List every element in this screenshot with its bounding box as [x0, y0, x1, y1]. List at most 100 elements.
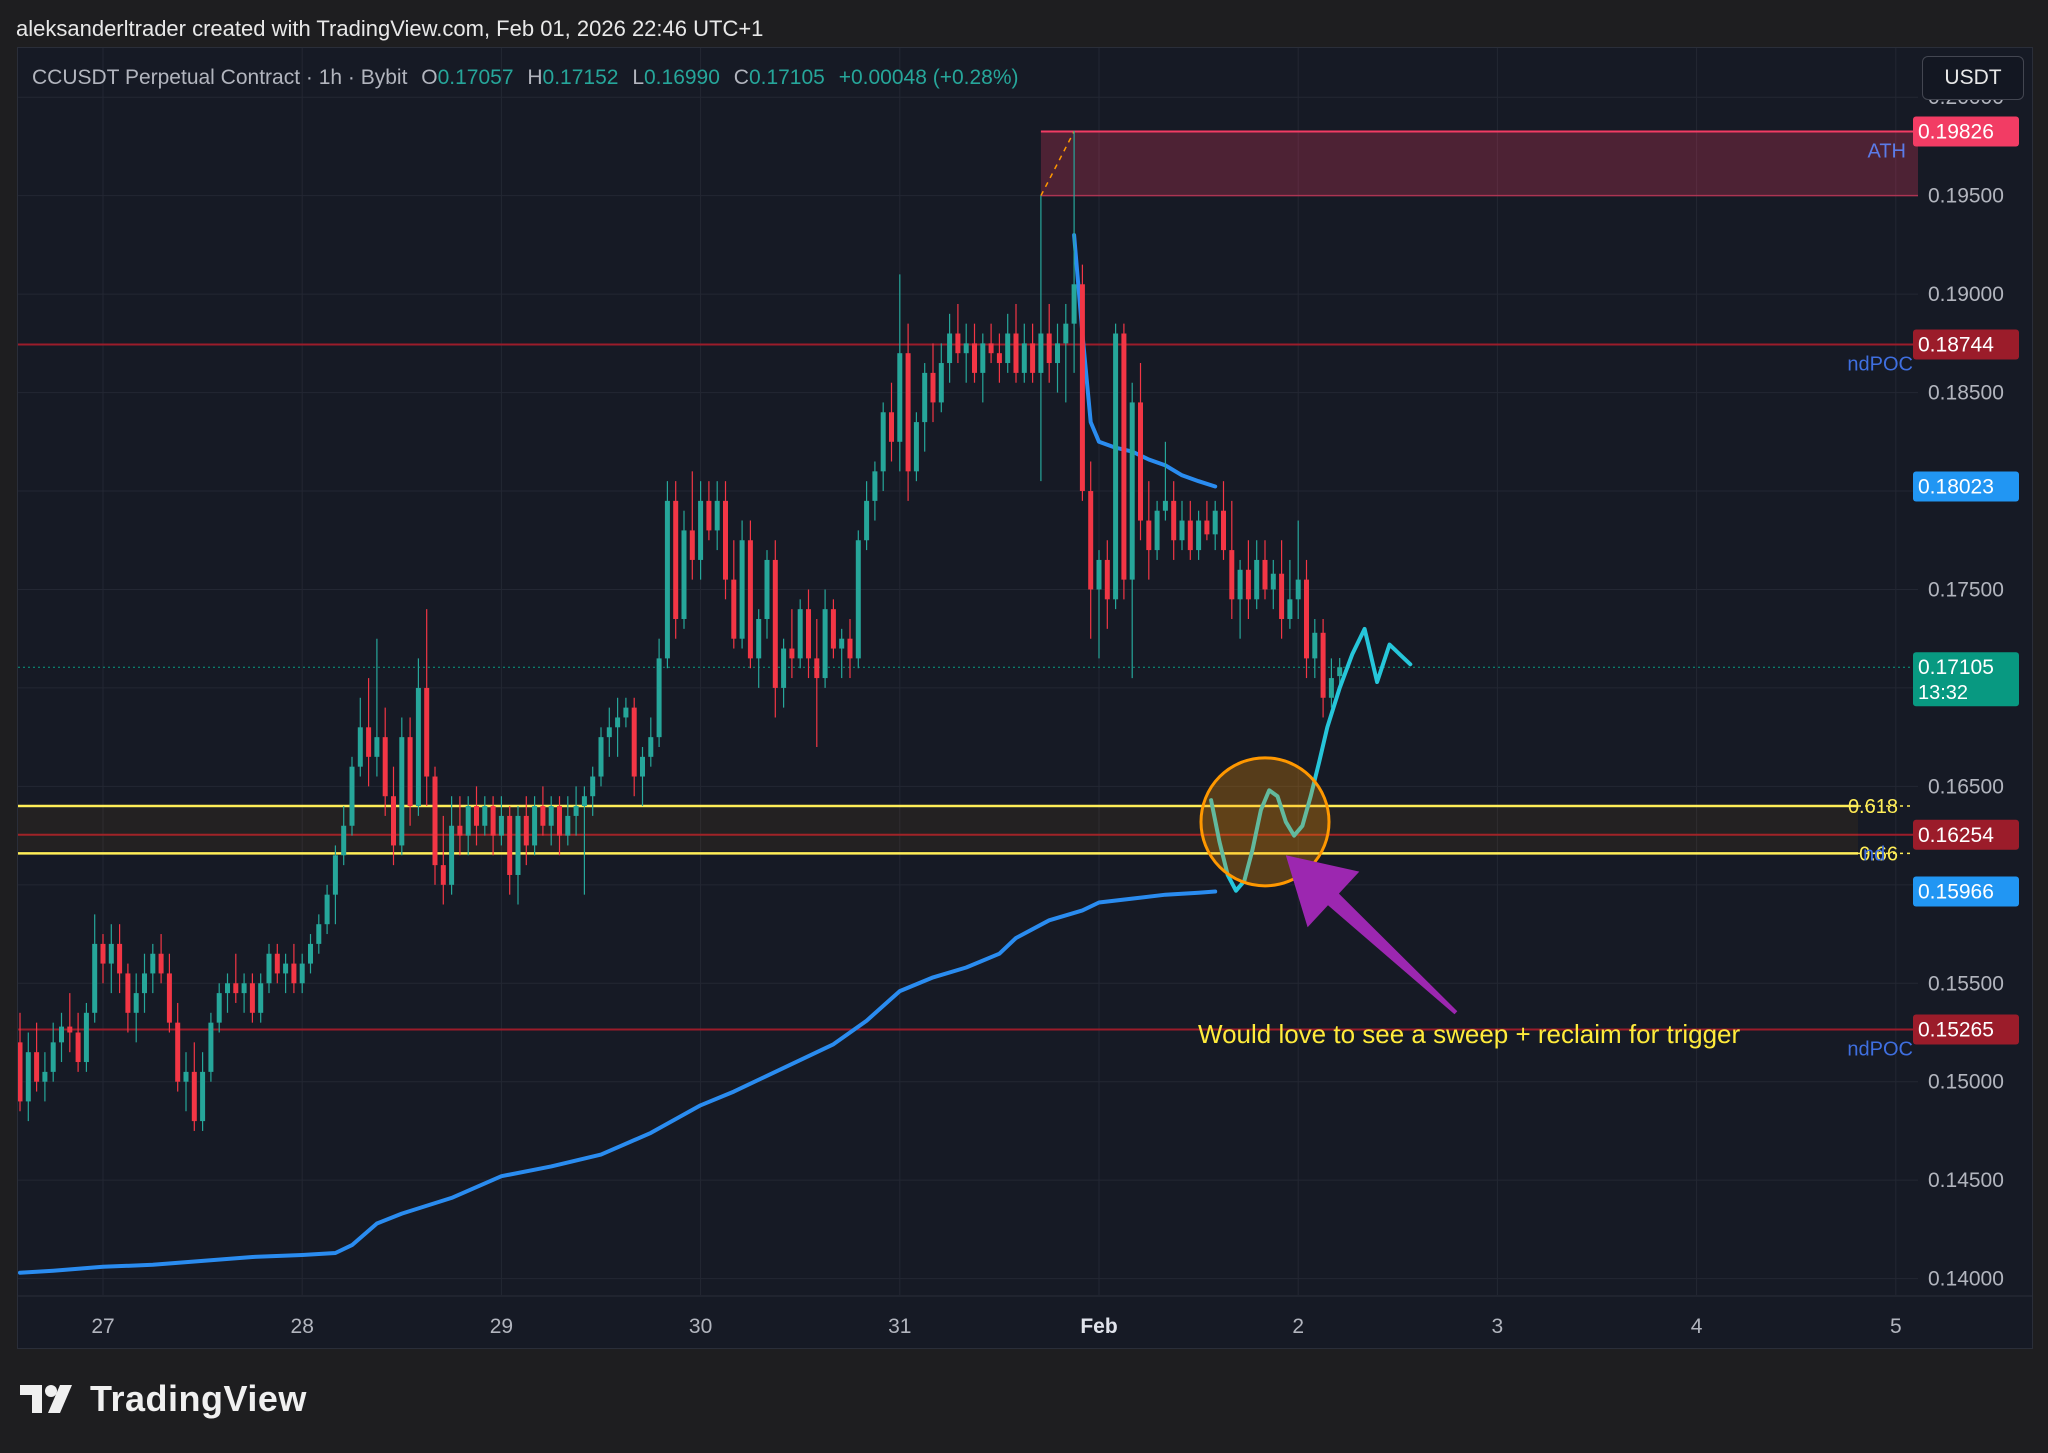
ath-label: ATH: [1867, 140, 1906, 162]
candlestick-chart[interactable]: 0.140000.145000.150000.155000.160000.165…: [18, 48, 2032, 1348]
candle-body: [1129, 402, 1135, 580]
open-label: O: [421, 66, 438, 89]
candle-body: [266, 953, 272, 984]
candle-body: [274, 953, 280, 974]
candle-body: [482, 806, 488, 826]
candle-body: [972, 343, 977, 373]
candle-body: [913, 422, 919, 472]
candle-body: [366, 727, 372, 757]
candle-body: [739, 540, 745, 639]
candle-body: [830, 609, 836, 649]
candle-body: [1196, 520, 1202, 551]
candle-body: [922, 372, 928, 423]
candle-body: [1154, 510, 1160, 551]
candle-body: [681, 530, 687, 620]
candle-body: [316, 924, 322, 944]
ath-zone: [1040, 131, 1918, 196]
candle-body: [1030, 343, 1036, 373]
x-tick-label: 5: [1890, 1315, 1902, 1338]
x-tick-label: 31: [888, 1315, 911, 1338]
tradingview-logo-icon: [20, 1385, 72, 1413]
close-label: C: [733, 66, 749, 89]
candle-body: [175, 1022, 181, 1082]
candle-body: [897, 353, 903, 442]
candle-body: [191, 1071, 197, 1122]
candle-body: [839, 638, 845, 649]
price-tag-bg: [1913, 876, 2019, 907]
candle-body: [349, 766, 355, 826]
candle-body: [457, 825, 463, 836]
currency-button[interactable]: USDT: [1922, 56, 2024, 100]
candle-body: [698, 500, 704, 560]
price-tag-bg: [1913, 471, 2019, 502]
candle-body: [449, 825, 455, 885]
candle-body: [407, 737, 413, 807]
candle-body: [980, 343, 986, 373]
brand-name: TradingView: [90, 1378, 307, 1419]
candle-body: [399, 737, 405, 846]
candle-body: [615, 717, 621, 728]
candle-body: [598, 737, 604, 777]
annotation-text: Would love to see a sweep + reclaim for …: [1198, 1019, 1741, 1049]
x-tick-label: 30: [689, 1315, 712, 1338]
y-tick-label: 0.15500: [1928, 972, 2004, 995]
candle-body: [664, 500, 670, 659]
candle-body: [59, 1026, 64, 1043]
candle-body: [1063, 323, 1069, 344]
y-tick-label: 0.16500: [1928, 775, 2004, 798]
candle-body: [50, 1042, 56, 1072]
candle-body: [1096, 559, 1102, 590]
candle-body: [1055, 343, 1060, 364]
candle-body: [747, 540, 753, 659]
price-tag: 0.19826: [1918, 120, 1994, 143]
candle-body: [183, 1071, 189, 1082]
candle-body: [1121, 333, 1127, 580]
price-tag-bg: [1913, 116, 2019, 147]
candle-body: [498, 815, 504, 836]
low-value: 0.16990: [644, 66, 720, 89]
candle-body: [706, 500, 712, 531]
fib-level-label: 0.66: [1859, 843, 1898, 865]
candle-body: [299, 963, 305, 984]
candle-body: [233, 983, 239, 994]
candle-body: [1204, 520, 1210, 535]
candle-body: [930, 372, 936, 403]
candle-body: [1304, 579, 1309, 659]
x-tick-label: 2: [1292, 1315, 1304, 1338]
candle-body: [166, 973, 172, 1023]
high-value: 0.17152: [542, 66, 619, 89]
candle-body: [1237, 569, 1243, 600]
high-label: H: [527, 66, 543, 89]
x-tick-label: 29: [490, 1315, 513, 1338]
candle-body: [142, 973, 147, 994]
candle-body: [308, 943, 313, 964]
candle-body: [108, 943, 114, 964]
candle-body: [631, 707, 637, 777]
candle-body: [1038, 333, 1044, 373]
candle-body: [1113, 333, 1119, 600]
candle-body: [83, 1012, 89, 1063]
tradingview-branding[interactable]: TradingView: [20, 1378, 307, 1420]
candle-body: [1162, 500, 1168, 511]
chart-panel[interactable]: 0.140000.145000.150000.155000.160000.165…: [17, 47, 2033, 1349]
candle-body: [781, 648, 787, 688]
y-tick-label: 0.17500: [1928, 578, 2004, 601]
candle-body: [905, 353, 911, 472]
candle-body: [673, 500, 679, 620]
candle-body: [1079, 284, 1085, 492]
candle-body: [1262, 559, 1268, 590]
candle-body: [963, 343, 969, 354]
candle-body: [880, 412, 886, 472]
candle-body: [1229, 550, 1235, 600]
candle-body: [158, 953, 164, 974]
candle-body: [67, 1026, 73, 1033]
candle-body: [1270, 573, 1276, 590]
candle-body: [855, 540, 861, 659]
x-tick-label: 4: [1691, 1315, 1703, 1338]
candle-body: [557, 806, 562, 836]
price-tag: 0.15966: [1918, 881, 1994, 904]
candle-body: [1104, 559, 1110, 600]
candle-body: [1245, 569, 1251, 600]
candle-body: [490, 806, 496, 836]
candle-body: [656, 658, 662, 738]
